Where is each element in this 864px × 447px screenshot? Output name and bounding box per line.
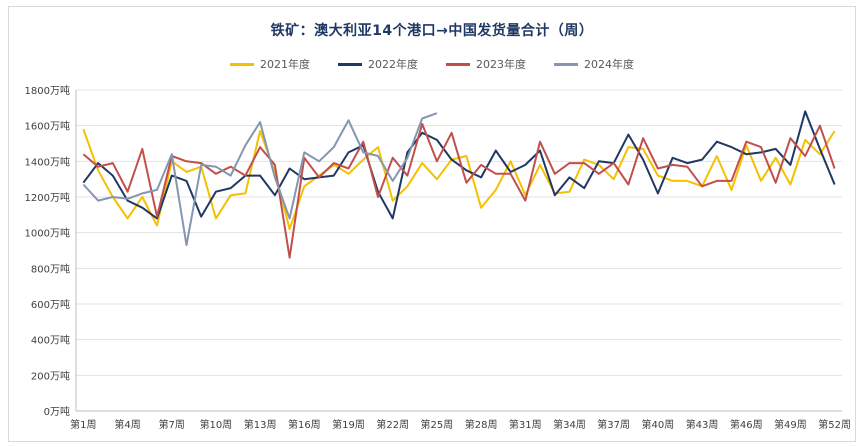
y-tick-label: 600万吨 (31, 298, 70, 311)
legend-swatch-2022 (338, 62, 362, 66)
x-tick-label: 第43周 (686, 418, 719, 431)
x-tick-label: 第52周 (818, 418, 851, 431)
x-tick-label: 第22周 (376, 418, 409, 431)
y-tick-label: 400万吨 (31, 334, 70, 347)
y-tick-label: 1000万吨 (25, 227, 70, 240)
x-tick-label: 第13周 (244, 418, 277, 431)
y-tick-label: 1800万吨 (25, 84, 70, 97)
legend-label-2022: 2022年度 (368, 58, 418, 71)
y-tick-label: 1600万吨 (25, 120, 70, 133)
x-tick-label: 第19周 (332, 418, 365, 431)
x-tick-label: 第10周 (200, 418, 233, 431)
y-tick-label: 800万吨 (31, 262, 70, 275)
y-tick-label: 0万吨 (44, 405, 70, 418)
chart-legend: 2021年度 2022年度 2023年度 2024年度 (0, 56, 864, 72)
legend-item-2024: 2024年度 (554, 56, 634, 72)
x-tick-label: 第4周 (114, 418, 140, 431)
x-tick-label: 第28周 (465, 418, 498, 431)
series-lines (82, 110, 836, 259)
legend-label-2023: 2023年度 (476, 58, 526, 71)
y-tick-label: 1400万吨 (25, 155, 70, 168)
legend-label-2024: 2024年度 (584, 58, 634, 71)
series-line-2022年度 (82, 110, 836, 220)
x-tick-label: 第40周 (641, 418, 674, 431)
x-tick-label: 第49周 (774, 418, 807, 431)
grid-lines (75, 89, 842, 412)
chart-frame (8, 6, 856, 442)
chart-title: 铁矿：澳大利亚14个港口→中国发货量合计（周） (270, 23, 594, 39)
legend-item-2021: 2021年度 (230, 56, 310, 72)
series-line-2024年度 (82, 112, 438, 247)
legend-item-2023: 2023年度 (446, 56, 526, 72)
x-tick-label: 第25周 (421, 418, 454, 431)
x-tick-label: 第16周 (288, 418, 321, 431)
x-tick-label: 第31周 (509, 418, 542, 431)
y-tick-label: 200万吨 (31, 369, 70, 382)
legend-item-2022: 2022年度 (338, 56, 418, 72)
x-axis-ticks: 第1周 第4周 第7周 第10周 第13周 第16周 第19周 第22周 第25周 第28周 第31… (70, 418, 851, 431)
x-tick-label: 第1周 (70, 418, 96, 431)
series-line-2023年度 (82, 122, 836, 259)
x-tick-label: 第34周 (553, 418, 586, 431)
y-tick-label: 1200万吨 (25, 191, 70, 204)
legend-swatch-2023 (446, 62, 470, 66)
x-tick-label: 第46周 (730, 418, 763, 431)
legend-swatch-2024 (554, 62, 578, 66)
legend-swatch-2021 (230, 62, 254, 66)
legend-label-2021: 2021年度 (260, 58, 310, 71)
y-axis-ticks: 0万吨 200万吨 400万吨 600万吨 800万吨 1000万吨 1200万吨 1400万… (25, 84, 70, 418)
x-tick-label: 第7周 (159, 418, 185, 431)
x-tick-label: 第37周 (597, 418, 630, 431)
